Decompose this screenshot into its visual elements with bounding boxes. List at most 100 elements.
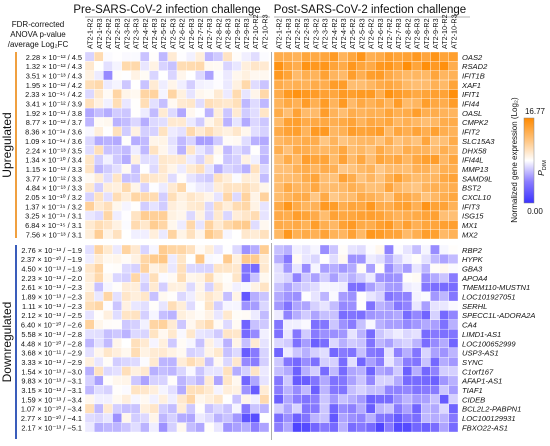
cell-up-post-0-0 bbox=[273, 51, 284, 62]
cell-down-post-17-10 bbox=[365, 403, 376, 414]
gene-label-serhl: SERHL bbox=[462, 302, 487, 311]
cell-down-post-8-6 bbox=[329, 319, 339, 330]
cell-down-post-13-4 bbox=[310, 366, 321, 377]
gene-label-loc100652999: LOC100652999 bbox=[462, 339, 516, 348]
cell-up-pre-14-13 bbox=[204, 182, 214, 193]
cell-up-pre-7-2 bbox=[103, 117, 113, 127]
cell-down-pre-7-5 bbox=[130, 310, 141, 320]
cell-down-pre-2-4 bbox=[121, 263, 132, 274]
cell-down-pre-7-10 bbox=[176, 310, 187, 320]
cell-up-pre-11-10 bbox=[176, 154, 187, 165]
cell-down-post-7-15 bbox=[411, 310, 422, 320]
cell-up-post-5-7 bbox=[338, 98, 348, 109]
cell-down-post-3-14 bbox=[402, 272, 413, 283]
cell-down-pre-6-12 bbox=[195, 300, 205, 311]
cell-down-post-15-10 bbox=[365, 385, 376, 395]
cell-down-pre-6-17 bbox=[241, 300, 251, 311]
cell-up-pre-10-12 bbox=[195, 145, 205, 156]
column-label-pre-at2-3-r2: AT2-3-R2 bbox=[122, 18, 131, 49]
cell-down-post-9-12 bbox=[384, 328, 394, 339]
cell-up-pre-16-5 bbox=[130, 201, 141, 212]
cell-down-pre-16-1 bbox=[94, 394, 104, 405]
cell-down-post-10-16 bbox=[421, 338, 431, 349]
cell-up-post-3-12 bbox=[384, 79, 394, 90]
cell-up-post-8-12 bbox=[384, 126, 394, 137]
cell-up-pre-12-14 bbox=[213, 164, 224, 174]
cell-up-post-7-3 bbox=[301, 117, 311, 127]
cell-up-pre-4-1 bbox=[94, 89, 104, 99]
cell-up-pre-14-4 bbox=[121, 182, 132, 193]
cell-up-pre-14-0 bbox=[84, 182, 95, 193]
cell-down-pre-3-19 bbox=[259, 272, 270, 283]
cell-down-pre-9-11 bbox=[186, 328, 196, 339]
cell-up-post-8-16 bbox=[421, 126, 431, 137]
cell-down-post-14-9 bbox=[356, 375, 367, 386]
cell-up-pre-0-7 bbox=[149, 51, 159, 62]
stat-label-ifi44: 3.41 × 10⁻¹² / 3.9 bbox=[26, 100, 82, 109]
cell-down-post-5-5 bbox=[319, 291, 330, 302]
cell-up-pre-2-0 bbox=[84, 70, 95, 81]
cell-down-pre-19-2 bbox=[103, 422, 113, 433]
cell-up-post-10-2 bbox=[292, 145, 302, 156]
cell-down-post-15-0 bbox=[273, 385, 284, 395]
cell-up-post-15-2 bbox=[292, 192, 302, 202]
cell-up-post-12-4 bbox=[310, 164, 321, 174]
cell-down-post-4-15 bbox=[411, 282, 422, 292]
cell-up-pre-3-18 bbox=[250, 79, 260, 90]
cell-down-pre-17-8 bbox=[158, 403, 168, 414]
cell-down-pre-5-18 bbox=[250, 291, 260, 302]
cell-down-pre-5-1 bbox=[94, 291, 104, 302]
cell-up-post-5-0 bbox=[273, 98, 284, 109]
cell-up-post-7-2 bbox=[292, 117, 302, 127]
cell-down-post-9-14 bbox=[402, 328, 413, 339]
cell-down-post-2-1 bbox=[283, 263, 293, 274]
cell-up-post-12-15 bbox=[411, 164, 422, 174]
cell-up-post-5-1 bbox=[283, 98, 293, 109]
cell-down-post-3-5 bbox=[319, 272, 330, 283]
cell-up-post-9-5 bbox=[319, 135, 330, 146]
cell-down-post-17-18 bbox=[439, 403, 449, 414]
cell-down-pre-14-18 bbox=[250, 375, 260, 386]
cell-down-post-13-5 bbox=[319, 366, 330, 377]
cell-down-post-19-4 bbox=[310, 422, 321, 433]
cell-up-post-10-18 bbox=[439, 145, 449, 156]
cell-up-post-17-1 bbox=[283, 210, 293, 221]
cell-down-post-7-18 bbox=[439, 310, 449, 320]
cell-down-post-3-17 bbox=[430, 272, 440, 283]
column-label-post-at2-5-r3: AT2-5-R3 bbox=[357, 18, 366, 49]
cell-up-pre-18-3 bbox=[112, 220, 122, 230]
cell-down-pre-16-8 bbox=[158, 394, 168, 405]
cell-down-pre-18-11 bbox=[186, 413, 196, 423]
cell-down-pre-5-7 bbox=[149, 291, 159, 302]
stat-label-limd1-as1: 5.58 × 10⁻¹³ / −2.8 bbox=[21, 330, 82, 339]
cell-up-post-3-13 bbox=[393, 79, 403, 90]
cell-up-post-6-3 bbox=[301, 107, 311, 118]
cell-down-post-18-3 bbox=[301, 413, 311, 423]
cell-down-post-7-6 bbox=[329, 310, 339, 320]
cell-up-post-10-3 bbox=[301, 145, 311, 156]
cell-down-pre-17-9 bbox=[167, 403, 178, 414]
cell-down-post-16-9 bbox=[356, 394, 367, 405]
cell-down-post-3-3 bbox=[301, 272, 311, 283]
cell-down-post-11-4 bbox=[310, 347, 321, 358]
cell-up-pre-18-0 bbox=[84, 220, 95, 230]
cell-up-post-5-2 bbox=[292, 98, 302, 109]
cell-up-pre-8-15 bbox=[222, 126, 233, 137]
cell-up-pre-8-14 bbox=[213, 126, 224, 137]
gene-label-c1orf167: C1orf167 bbox=[462, 367, 494, 376]
colorbar-title: Normalized gene expression (Log₂) bbox=[510, 97, 519, 223]
cell-down-post-6-14 bbox=[402, 300, 413, 311]
cell-down-post-9-13 bbox=[393, 328, 403, 339]
cell-down-pre-7-13 bbox=[204, 310, 214, 320]
cell-up-post-4-19 bbox=[448, 89, 459, 99]
cell-up-post-10-12 bbox=[384, 145, 394, 156]
cell-up-post-9-3 bbox=[301, 135, 311, 146]
cell-up-pre-10-19 bbox=[259, 145, 270, 156]
cell-down-post-16-19 bbox=[448, 394, 459, 405]
cell-down-post-11-11 bbox=[375, 347, 385, 358]
cell-up-post-16-0 bbox=[273, 201, 284, 212]
cell-down-post-19-11 bbox=[375, 422, 385, 433]
cell-down-post-18-19 bbox=[448, 413, 459, 423]
cell-up-pre-12-9 bbox=[167, 164, 178, 174]
cell-up-pre-6-9 bbox=[167, 107, 178, 118]
